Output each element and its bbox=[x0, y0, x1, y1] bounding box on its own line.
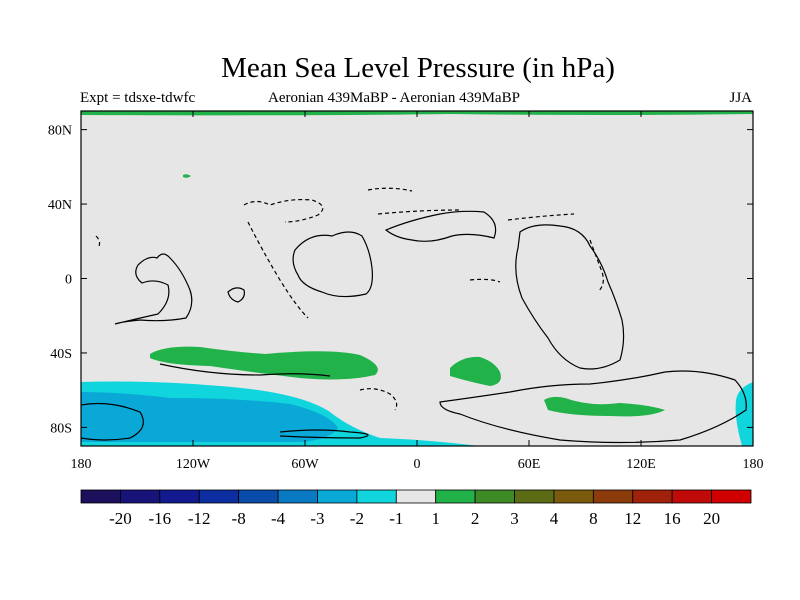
colorbar-swatch bbox=[474, 489, 515, 504]
coastlines bbox=[81, 210, 747, 444]
colorbar-label: -16 bbox=[148, 509, 171, 528]
y-tick-label: 40N bbox=[48, 198, 72, 213]
shelf-outline-west-arc bbox=[247, 221, 309, 319]
colorbar-swatch bbox=[553, 489, 594, 504]
colorbar-label: 3 bbox=[510, 509, 519, 528]
negative-anomaly-band-medium bbox=[81, 392, 338, 442]
colorbar-swatch bbox=[120, 489, 161, 504]
colorbar-swatch bbox=[238, 489, 279, 504]
coastline-eastern-continent bbox=[515, 224, 625, 370]
coastline-antarctic-ridge bbox=[279, 429, 369, 439]
colorbar-swatch bbox=[356, 489, 397, 504]
coastline-central-continent bbox=[292, 231, 373, 298]
colorbar-label: 1 bbox=[431, 509, 440, 528]
coastline-antarctic-west bbox=[81, 402, 144, 441]
colorbar-swatch bbox=[395, 489, 437, 504]
y-tick-label: 40S bbox=[50, 347, 72, 362]
x-tick-label: 180 bbox=[71, 457, 92, 472]
positive-anomaly-patch-north bbox=[183, 174, 191, 178]
season-label: JJA bbox=[729, 90, 752, 106]
coastline-southern-shore bbox=[439, 370, 747, 444]
colorbar-label: 16 bbox=[664, 509, 681, 528]
shelf-outline-north-coast bbox=[377, 209, 461, 215]
colorbar-label: -8 bbox=[232, 509, 246, 528]
coastline-southern-arc bbox=[159, 363, 331, 377]
colorbar-label: -2 bbox=[350, 509, 364, 528]
coastline-north-landmass bbox=[384, 210, 497, 242]
colorbar-label: -20 bbox=[109, 509, 132, 528]
shelf-outline-west-fragments bbox=[95, 235, 101, 249]
x-tick-label: 120W bbox=[176, 457, 211, 472]
shelf-outline-east-islands bbox=[589, 239, 604, 293]
colorbar-label: -1 bbox=[389, 509, 403, 528]
colorbar-swatch bbox=[514, 489, 555, 504]
colorbar-swatch bbox=[80, 489, 121, 504]
shelf-outlines bbox=[95, 187, 604, 411]
x-tick-label: 180 bbox=[743, 457, 764, 472]
y-tick-label: 80N bbox=[48, 124, 72, 139]
negative-anomaly-band-light-east bbox=[735, 382, 753, 446]
colorbar-label: 8 bbox=[589, 509, 598, 528]
colorbar-swatch bbox=[198, 489, 240, 504]
colorbar-swatch bbox=[159, 489, 200, 504]
coastline-west-continent bbox=[114, 253, 193, 325]
colorbar-swatch bbox=[277, 489, 318, 504]
shelf-outline-north-strait bbox=[367, 187, 413, 192]
period-label: Aeronian 439MaBP - Aeronian 439MaBP bbox=[268, 90, 520, 106]
colorbar-label: -12 bbox=[188, 509, 211, 528]
colorbar-label: 20 bbox=[703, 509, 720, 528]
shelf-outline-central bbox=[469, 278, 501, 283]
y-axis: 80N 40N 0 40S 80S bbox=[48, 124, 753, 436]
x-tick-label: 60E bbox=[518, 457, 541, 472]
y-tick-label: 80S bbox=[50, 421, 72, 436]
x-tick-label: 0 bbox=[414, 457, 421, 472]
x-tick-label: 120E bbox=[626, 457, 656, 472]
colorbar-swatch bbox=[592, 489, 634, 504]
x-axis: 180 120W 60W 0 60E 120E 180 bbox=[71, 111, 764, 472]
positive-anomaly-patch-south-pacific bbox=[150, 346, 378, 380]
coastline-small-island bbox=[227, 287, 245, 303]
colorbar-swatch bbox=[711, 489, 752, 504]
colorbar-swatch bbox=[671, 489, 712, 504]
colorbar-swatch bbox=[317, 489, 358, 504]
y-tick-label: 0 bbox=[65, 273, 72, 288]
colorbar-label: 4 bbox=[550, 509, 559, 528]
colorbar-label: 2 bbox=[471, 509, 480, 528]
positive-anomaly-patch-indian bbox=[544, 396, 665, 417]
page-title: Mean Sea Level Pressure (in hPa) bbox=[221, 52, 615, 84]
experiment-label: Expt = tdsxe-tdwfc bbox=[80, 90, 196, 106]
colorbar-label: -4 bbox=[271, 509, 286, 528]
x-tick-label: 60W bbox=[291, 457, 319, 472]
shelf-outline-south-fragments bbox=[359, 388, 398, 411]
colorbar-swatch bbox=[632, 489, 673, 504]
colorbar-label: -3 bbox=[310, 509, 324, 528]
colorbar-swatch bbox=[435, 489, 476, 504]
colorbar: -20 -16 -12 -8 -4 -3 -2 -1 1 2 3 4 8 12 16 20 bbox=[80, 489, 752, 528]
colorbar-label: 12 bbox=[624, 509, 641, 528]
positive-anomaly-patch-south-atlantic bbox=[450, 356, 501, 386]
